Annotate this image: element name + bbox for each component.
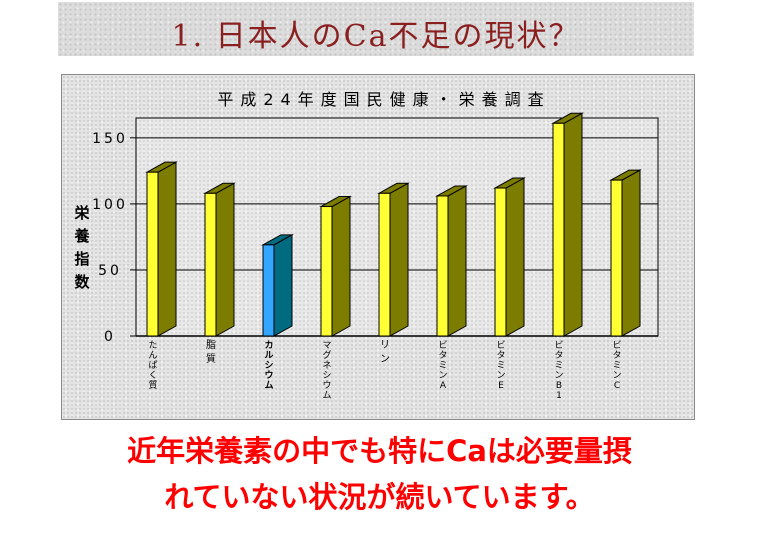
y-tick-label: 50	[98, 263, 122, 279]
y-tick-label: 150	[92, 131, 128, 147]
x-tick-label-char: ミ	[612, 361, 621, 371]
y-tick-label: 0	[104, 329, 116, 345]
x-tick-label-char: ミ	[438, 361, 447, 371]
x-tick-label-char: ウ	[264, 370, 273, 381]
x-tick-label-char: ん	[148, 350, 157, 361]
bar	[320, 206, 333, 337]
y-axis-label-char: 指	[74, 250, 89, 268]
bar-side	[389, 182, 409, 337]
bar-side	[563, 112, 583, 337]
x-tick-label-char: ル	[264, 350, 273, 361]
caption-line-1: 近年栄養素の中でも特にCaは必要量摂	[127, 434, 632, 468]
bar-chart: 平成24年度国民健康・栄養調査 050100150栄養指数たんぱく質脂質カルシウ…	[73, 90, 659, 401]
bar	[378, 192, 391, 337]
slide-title: 1. 日本人のCa不足の現状？	[171, 19, 581, 54]
x-tick-label-char: ミ	[496, 361, 505, 371]
x-tick-label-char: ン	[438, 371, 447, 381]
bar	[262, 244, 275, 337]
bar-side	[273, 233, 293, 337]
x-tick-label-char: タ	[612, 350, 621, 361]
y-axis-label-char: 数	[74, 273, 90, 291]
x-tick-label-char: ン	[554, 371, 563, 381]
bar	[204, 192, 217, 337]
chart-panel: 平成24年度国民健康・栄養調査 0 50 100 150 栄養指数たんぱく質脂質カルシウ…	[61, 74, 695, 420]
x-tick-label-char: A	[440, 381, 447, 391]
x-tick-label-char: ビ	[438, 340, 447, 351]
bar-side	[447, 185, 467, 337]
bar	[146, 171, 159, 337]
x-tick-label-char: ビ	[612, 340, 621, 351]
x-tick-label-char: 質	[148, 379, 157, 391]
y-axis-label-char: 栄	[73, 204, 90, 222]
x-tick-label-char: タ	[496, 350, 505, 361]
x-tick-label-char: ネ	[322, 360, 331, 371]
y-tick-label: 100	[92, 197, 128, 213]
x-tick-label-char: く	[148, 371, 157, 381]
y-axis-label-char: 養	[73, 227, 90, 245]
x-tick-label-char: ム	[264, 380, 273, 391]
x-tick-label-char: タ	[438, 350, 447, 361]
x-tick-label-char: カ	[264, 340, 273, 351]
bar	[610, 179, 623, 337]
x-tick-label-char: 脂	[206, 338, 216, 351]
x-tick-label-char: ン	[612, 371, 621, 381]
bar-side	[215, 182, 235, 337]
x-tick-label-char: 1	[556, 391, 562, 401]
bar-side	[621, 169, 641, 337]
chart-title: 平成24年度国民健康・栄養調査	[217, 90, 550, 109]
bar-side	[505, 177, 525, 337]
x-tick-label-char: ム	[322, 390, 331, 401]
bar	[436, 195, 449, 337]
bar-side	[157, 161, 177, 337]
x-tick-label-char: E	[498, 381, 504, 391]
x-tick-label-char: た	[148, 340, 157, 351]
x-tick-label-char: ウ	[322, 380, 331, 391]
x-tick-label-char: ン	[496, 371, 505, 381]
bar	[494, 187, 507, 337]
x-tick-label-char: C	[614, 381, 620, 391]
x-tick-label-char: ミ	[554, 361, 563, 371]
x-tick-label-char: リ	[380, 340, 390, 351]
x-tick-label-char: 質	[206, 352, 216, 365]
x-tick-label-char: ン	[380, 354, 390, 365]
x-tick-label-char: タ	[554, 350, 563, 361]
x-tick-label-char: マ	[322, 341, 331, 351]
x-tick-label-char: シ	[322, 371, 331, 381]
title-band: 1. 日本人のCa不足の現状？	[58, 2, 694, 56]
caption-line-2: れていない状況が続いています。	[164, 480, 595, 514]
bar	[552, 122, 565, 337]
bar-side	[331, 195, 351, 337]
x-tick-label-char: ビ	[496, 340, 505, 351]
x-tick-label-char: ビ	[554, 340, 563, 351]
x-tick-label-char: ぱ	[148, 360, 157, 371]
x-tick-label-char: シ	[264, 360, 273, 371]
x-tick-label-char: B	[556, 381, 562, 391]
x-tick-label-char: グ	[322, 349, 331, 361]
